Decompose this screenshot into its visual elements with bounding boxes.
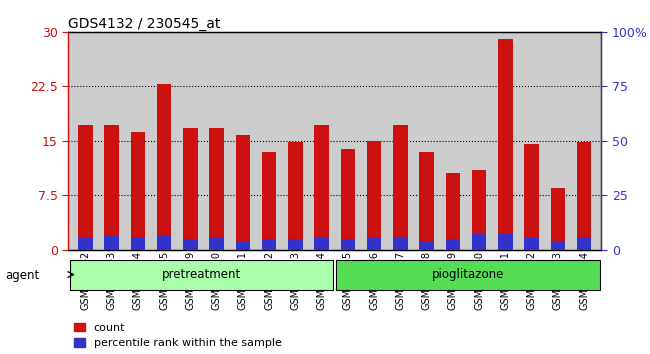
Bar bbox=[78, 125, 92, 250]
Text: pretreatment: pretreatment bbox=[162, 268, 241, 281]
Bar bbox=[367, 236, 382, 250]
Bar bbox=[315, 125, 329, 250]
Text: pioglitazone: pioglitazone bbox=[432, 268, 504, 281]
Bar bbox=[446, 239, 460, 250]
Bar bbox=[525, 144, 539, 250]
Bar bbox=[341, 239, 355, 250]
Bar bbox=[209, 128, 224, 250]
Bar bbox=[577, 142, 592, 250]
Bar bbox=[393, 236, 408, 250]
Bar bbox=[472, 234, 486, 250]
Bar bbox=[472, 170, 486, 250]
Bar bbox=[551, 188, 565, 250]
Bar bbox=[209, 237, 224, 250]
Bar bbox=[315, 236, 329, 250]
Text: agent: agent bbox=[5, 269, 40, 282]
Legend: count, percentile rank within the sample: count, percentile rank within the sample bbox=[74, 322, 281, 348]
Bar bbox=[183, 128, 198, 250]
Bar bbox=[78, 236, 92, 250]
Bar bbox=[341, 149, 355, 250]
Bar bbox=[70, 260, 333, 290]
Bar bbox=[498, 39, 513, 250]
Bar bbox=[262, 239, 276, 250]
Bar bbox=[131, 236, 145, 250]
Bar bbox=[446, 173, 460, 250]
Bar bbox=[288, 239, 303, 250]
Bar bbox=[183, 239, 198, 250]
Bar bbox=[525, 238, 539, 250]
Text: GDS4132 / 230545_at: GDS4132 / 230545_at bbox=[68, 17, 220, 31]
Bar bbox=[419, 241, 434, 250]
Bar bbox=[551, 241, 565, 250]
Bar bbox=[105, 235, 119, 250]
Bar bbox=[577, 237, 592, 250]
Bar bbox=[288, 142, 303, 250]
Bar bbox=[419, 152, 434, 250]
Bar bbox=[236, 241, 250, 250]
Bar bbox=[105, 125, 119, 250]
Bar bbox=[157, 235, 172, 250]
Bar bbox=[131, 132, 145, 250]
Bar bbox=[262, 152, 276, 250]
Bar bbox=[367, 141, 382, 250]
Bar bbox=[236, 135, 250, 250]
Bar bbox=[393, 125, 408, 250]
Bar bbox=[498, 234, 513, 250]
Bar bbox=[336, 260, 600, 290]
Bar bbox=[157, 84, 172, 250]
